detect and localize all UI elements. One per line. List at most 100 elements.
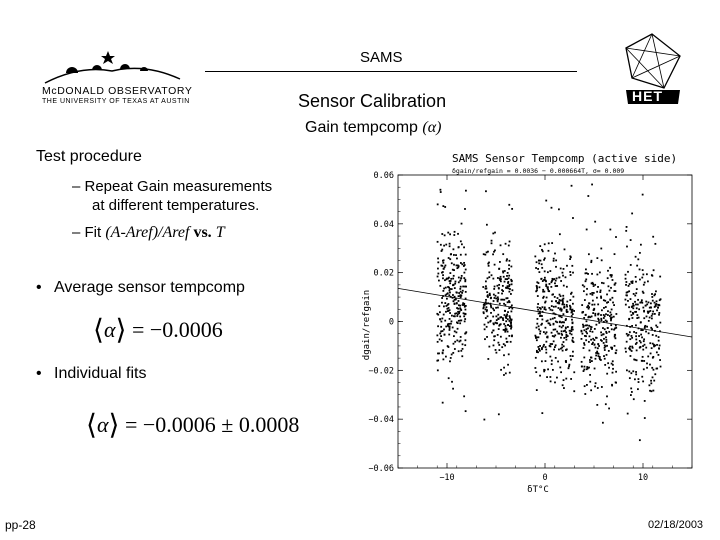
data-point [544, 300, 547, 303]
data-point [604, 403, 607, 406]
data-point [612, 367, 614, 370]
data-point [551, 309, 554, 312]
data-point [539, 374, 541, 377]
data-point [551, 335, 554, 337]
data-point [565, 349, 567, 351]
data-point [614, 352, 617, 355]
data-point [602, 327, 604, 329]
data-point [610, 313, 613, 316]
data-point [596, 403, 599, 406]
data-point [543, 258, 545, 261]
data-point [653, 343, 655, 346]
data-point [566, 300, 569, 303]
data-point [614, 282, 617, 285]
data-point [543, 370, 546, 373]
data-point [588, 349, 591, 352]
data-point [508, 264, 510, 267]
data-point [553, 316, 556, 319]
data-point [567, 367, 570, 370]
data-point [498, 283, 501, 286]
data-point [642, 292, 645, 294]
data-point [593, 339, 596, 341]
data-point [441, 401, 444, 404]
data-point [449, 288, 451, 290]
data-point [603, 344, 606, 347]
data-point [449, 360, 451, 363]
data-point [572, 217, 574, 219]
data-point [436, 275, 439, 278]
data-point [596, 273, 599, 276]
data-point [588, 306, 590, 309]
data-point [506, 318, 509, 321]
data-point [442, 274, 444, 277]
data-point [441, 330, 444, 332]
data-point [568, 363, 571, 366]
data-point [492, 329, 495, 332]
fit-variable-t: T [215, 224, 225, 241]
data-point [440, 330, 443, 333]
data-point [656, 343, 658, 346]
data-point [558, 321, 561, 324]
data-point [540, 360, 543, 363]
data-point [459, 322, 462, 325]
data-point [583, 368, 586, 371]
data-point [464, 268, 467, 271]
data-point [610, 362, 613, 365]
data-point [588, 324, 590, 327]
data-point [647, 319, 650, 322]
data-point [634, 378, 636, 381]
y-tick-label: −0.02 [368, 366, 394, 376]
data-point [585, 328, 588, 331]
data-point [508, 334, 511, 337]
data-point [461, 291, 464, 294]
data-point [507, 287, 510, 290]
data-point [510, 304, 513, 307]
data-point [451, 268, 454, 271]
data-point [449, 253, 452, 256]
data-point [635, 307, 638, 310]
data-point [554, 279, 557, 282]
data-point [502, 319, 505, 321]
data-point [510, 319, 513, 322]
data-point [445, 310, 447, 313]
data-point [598, 271, 601, 274]
data-point [552, 305, 555, 308]
data-point [639, 278, 641, 281]
data-point [653, 379, 656, 382]
data-point [561, 303, 564, 306]
data-point [547, 368, 549, 371]
data-point [464, 290, 467, 293]
data-point [442, 205, 445, 207]
data-point [441, 259, 444, 262]
data-point [505, 337, 508, 340]
data-point [508, 300, 511, 303]
data-point [502, 253, 505, 256]
data-point [630, 306, 633, 308]
data-point [647, 355, 650, 358]
slide-subsubtitle: Gain tempcomp (α) [305, 119, 441, 137]
data-point [461, 289, 464, 292]
data-point [460, 222, 463, 225]
data-point [658, 313, 660, 316]
data-point [545, 331, 548, 334]
data-point [571, 322, 574, 325]
data-point [653, 306, 656, 308]
data-point [490, 306, 493, 309]
data-point [631, 325, 633, 327]
data-point [634, 358, 637, 361]
data-point [549, 318, 552, 321]
data-point [490, 304, 492, 307]
data-point [630, 335, 633, 337]
data-point [646, 366, 648, 369]
data-point [543, 270, 546, 273]
data-point [627, 270, 629, 273]
data-point [643, 327, 646, 329]
data-point [464, 278, 467, 281]
data-point [550, 206, 553, 209]
data-point [503, 314, 506, 316]
data-point [635, 371, 637, 373]
data-point [609, 315, 611, 317]
data-point [504, 327, 507, 330]
data-point [461, 304, 464, 306]
data-point [562, 345, 565, 348]
